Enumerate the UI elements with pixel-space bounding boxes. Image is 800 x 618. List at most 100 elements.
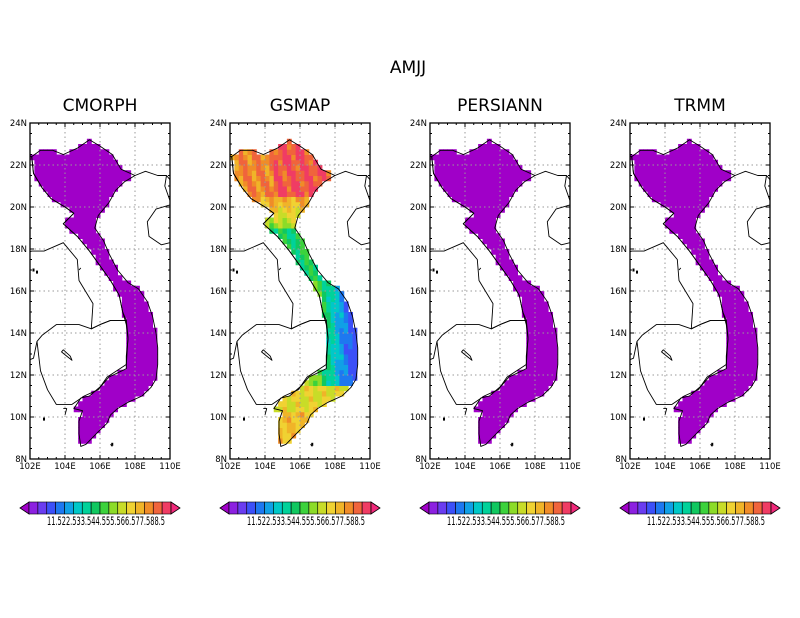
precip-cell [704,254,710,260]
precip-cell [38,165,44,171]
precip-cell [69,207,75,213]
precip-cell [108,191,114,197]
precip-cell [513,406,519,413]
precip-cell [117,291,123,297]
precip-cell [491,238,497,245]
precip-cell [486,233,492,239]
precip-cell [295,154,301,161]
precip-cell [713,275,719,281]
precip-cell [500,170,505,176]
precip-cell [291,201,297,208]
precip-cell [286,222,292,229]
precip-cell [56,186,62,192]
precip-cell [86,165,92,171]
precip-cell [30,154,35,161]
precip-cell [717,385,723,392]
axis-ticks [429,122,571,460]
precip-cell [678,201,684,208]
precip-cell [686,422,692,428]
precip-cell [313,385,319,392]
precip-cell [339,306,345,313]
colorbar-box [455,501,465,515]
precip-cell [69,222,75,229]
thailand-coast [30,341,38,361]
precip-cell [548,364,554,371]
precip-cell [330,343,336,350]
precip-cell [56,165,62,171]
colorbar-box [628,501,639,515]
precip-cell [135,390,140,397]
colorbar-box [73,501,83,515]
precip-cell [752,364,758,371]
colorbar-box [344,501,354,515]
precip-cell [521,175,527,182]
precip-cell [152,338,158,344]
colorbar-box [655,501,665,515]
precip-cell [91,201,97,208]
precip-cell [286,422,292,428]
precip-cell [343,338,349,344]
precip-cell [86,191,92,197]
precip-cell [739,333,745,339]
precip-cell [300,396,305,402]
precip-cell [326,375,332,381]
precip-cell [521,375,527,381]
precip-cell [521,369,527,376]
precip-cell [260,154,266,161]
precip-cell [295,207,301,213]
precip-cell [660,191,666,197]
precip-cell [535,327,540,334]
precip-cell [482,170,488,176]
precip-cell [726,343,732,350]
precip-cell [126,327,132,334]
precip-cell [78,212,84,218]
precip-cell [139,359,145,365]
precip-cell [278,149,284,155]
precip-cell [95,180,101,187]
precip-cell [465,170,470,176]
precip-cell [686,228,692,234]
precip-cell [535,322,540,329]
precip-cell [291,196,297,203]
lat-label: 20N [610,203,627,213]
precip-cell [308,180,314,187]
precip-cell [56,180,62,187]
precip-cell [335,327,340,334]
precip-cell [108,270,114,276]
precip-cell [247,154,253,161]
colorbar-over-triangle [170,501,181,515]
precip-cell [700,401,705,407]
colorbar-box [144,501,154,515]
precip-cell [326,175,332,182]
precip-cell [126,369,132,376]
precip-cell [708,259,714,266]
precip-cell [304,385,310,392]
precip-cell [478,422,484,428]
precip-cell [135,296,140,302]
precip-cell [491,243,497,250]
lon-label: 110E [759,462,781,472]
precip-cell [700,170,705,176]
precip-cell [60,180,66,187]
colorbar-box [81,501,92,515]
precip-cell [282,238,288,245]
precip-cell [321,296,327,302]
lat-label: 16N [410,287,427,297]
precip-cell [451,170,457,176]
precip-cell [460,180,466,187]
precip-cell [460,175,466,182]
precip-cell [473,186,479,192]
precip-cells [30,138,158,444]
precip-cell [91,159,97,166]
precip-cell [56,191,62,197]
precip-cell [743,385,749,392]
precip-cell [148,343,154,350]
leizhou-coast [164,175,170,201]
precip-cell [486,411,492,418]
precip-cell [517,280,523,287]
precip-cell [330,317,336,323]
precip-cell [343,385,349,392]
precip-cell [100,406,105,413]
precip-cell [717,285,723,292]
